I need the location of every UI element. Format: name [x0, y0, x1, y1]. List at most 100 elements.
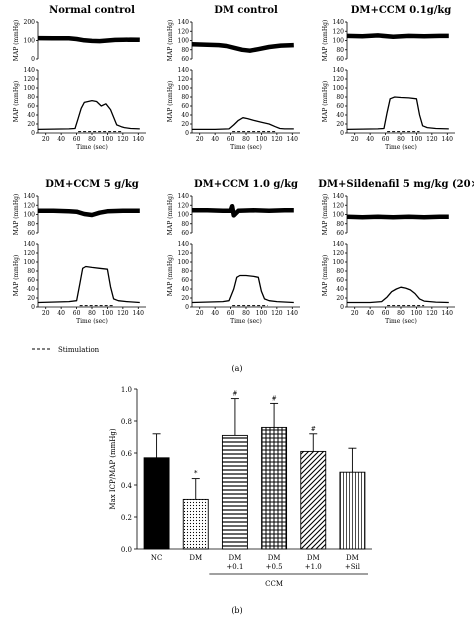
trace-title: DM+Sildenafil 5 mg/kg (20×) [318, 179, 474, 190]
trace-title: Normal control [49, 5, 135, 16]
icp-y-tick-label: 80 [336, 268, 344, 275]
icp-y-tick-label: 140 [333, 67, 345, 74]
map-y-tick-label: 140 [333, 19, 345, 26]
icp-y-tick-label: 60 [27, 103, 35, 110]
map-y-tick-label: 0 [31, 56, 35, 63]
significance-marker: # [311, 426, 316, 433]
icp-y-tick-label: 20 [336, 295, 344, 302]
bar-category-label: DM +1.0 [305, 554, 322, 571]
significance-marker: # [232, 391, 237, 398]
map-trace [346, 33, 449, 40]
map-y-label: MAP (mmHg) [13, 194, 20, 236]
icp-x-label: Time (sec) [230, 144, 262, 151]
icp-trace [37, 265, 140, 304]
icp-x-tick-label: 120 [117, 310, 129, 317]
map-y-tick-label: 140 [178, 19, 190, 26]
map-trace [346, 214, 449, 220]
icp-x-tick-label: 100 [256, 310, 268, 317]
map-y-tick-label: 120 [333, 28, 345, 35]
map-trace [38, 208, 140, 218]
map-y-tick-label: 100 [24, 38, 36, 45]
icp-x-label: Time (sec) [76, 318, 108, 325]
icp-y-tick-label: 140 [178, 241, 190, 248]
icp-y-tick-label: 0 [340, 304, 344, 311]
map-y-tick-label: 80 [27, 221, 35, 228]
icp-x-tick-label: 60 [382, 136, 390, 143]
panel-label-b: (b) [231, 606, 242, 615]
map-y-tick-label: 100 [178, 212, 190, 219]
icp-y-tick-label: 60 [181, 103, 189, 110]
icp-y-tick-label: 20 [27, 121, 35, 128]
icp-y-tick-label: 60 [181, 277, 189, 284]
icp-y-tick-label: 100 [178, 259, 190, 266]
icp-x-tick-label: 60 [227, 310, 235, 317]
icp-y-tick-label: 20 [181, 121, 189, 128]
icp-y-tick-label: 60 [336, 103, 344, 110]
icp-y-tick-label: 20 [27, 295, 35, 302]
icp-x-tick-label: 80 [397, 310, 405, 317]
map-y-label: MAP (mmHg) [167, 20, 174, 62]
icp-x-tick-label: 140 [287, 310, 299, 317]
icp-y-tick-label: 80 [27, 268, 35, 275]
map-y-tick-label: 140 [333, 193, 345, 200]
icp-x-tick-label: 120 [426, 310, 438, 317]
bar-category-label: NC [151, 554, 162, 562]
icp-y-label: MAP (mmHg) [167, 255, 174, 297]
icp-y-tick-label: 80 [27, 94, 35, 101]
map-y-tick-label: 120 [178, 28, 190, 35]
map-y-tick-label: 60 [181, 230, 189, 237]
icp-x-tick-label: 120 [271, 310, 283, 317]
icp-x-label: Time (sec) [385, 318, 417, 325]
icp-x-tick-label: 100 [411, 136, 423, 143]
map-y-tick-label: 60 [336, 230, 344, 237]
icp-y-tick-label: 20 [181, 295, 189, 302]
icp-trace [347, 286, 449, 304]
icp-y-tick-label: 120 [24, 76, 36, 83]
icp-y-tick-label: 80 [336, 94, 344, 101]
bar-2 [182, 498, 209, 550]
map-y-label: MAP (mmHg) [322, 194, 329, 236]
icp-y-tick-label: 40 [181, 112, 189, 119]
icp-x-label: Time (sec) [230, 318, 262, 325]
map-y-tick-label: 100 [333, 212, 345, 219]
icp-x-label: Time (sec) [76, 144, 108, 151]
icp-y-tick-label: 80 [181, 268, 189, 275]
icp-y-tick-label: 100 [24, 259, 36, 266]
icp-x-tick-label: 120 [426, 136, 438, 143]
icp-y-tick-label: 40 [336, 286, 344, 293]
icp-x-tick-label: 140 [133, 136, 145, 143]
icp-trace [37, 99, 140, 131]
icp-trace [191, 274, 294, 304]
icp-y-tick-label: 140 [24, 67, 36, 74]
bar-y-tick-label: 0.8 [121, 418, 132, 426]
icp-y-tick-label: 0 [31, 130, 35, 137]
icp-trace [346, 96, 449, 131]
trace-title: DM control [214, 5, 278, 16]
icp-x-tick-label: 140 [133, 310, 145, 317]
map-y-tick-label: 80 [181, 221, 189, 228]
trace-title: DM+CCM 1.0 g/kg [194, 179, 298, 190]
bar-y-tick-label: 0.4 [121, 482, 133, 490]
map-y-tick-label: 100 [24, 212, 36, 219]
icp-x-tick-label: 100 [256, 136, 268, 143]
icp-y-tick-label: 140 [178, 67, 190, 74]
icp-y-tick-label: 60 [336, 277, 344, 284]
icp-x-tick-label: 40 [57, 136, 65, 143]
bar-6 [339, 471, 366, 550]
icp-x-tick-label: 40 [57, 310, 65, 317]
map-y-tick-label: 120 [24, 202, 36, 209]
icp-x-tick-label: 100 [411, 310, 423, 317]
stimulation-legend: Stimulation [32, 346, 100, 354]
icp-x-tick-label: 20 [351, 310, 359, 317]
icp-x-tick-label: 80 [242, 310, 250, 317]
icp-y-tick-label: 40 [27, 286, 35, 293]
icp-x-tick-label: 80 [397, 136, 405, 143]
icp-x-tick-label: 40 [366, 310, 374, 317]
icp-x-tick-label: 20 [42, 310, 50, 317]
icp-y-tick-label: 0 [31, 304, 35, 311]
map-y-tick-label: 140 [178, 193, 190, 200]
